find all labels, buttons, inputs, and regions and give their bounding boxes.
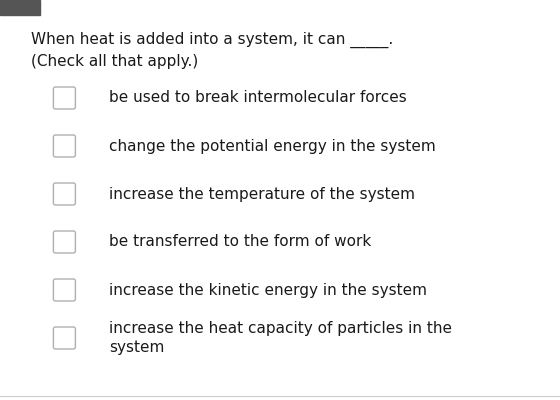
FancyBboxPatch shape bbox=[53, 135, 76, 157]
Text: When heat is added into a system, it can _____.: When heat is added into a system, it can… bbox=[31, 32, 393, 48]
Text: increase the heat capacity of particles in the
system: increase the heat capacity of particles … bbox=[109, 321, 452, 355]
FancyBboxPatch shape bbox=[53, 231, 76, 253]
Text: (Check all that apply.): (Check all that apply.) bbox=[31, 54, 198, 69]
Text: change the potential energy in the system: change the potential energy in the syste… bbox=[109, 138, 436, 154]
FancyBboxPatch shape bbox=[53, 279, 76, 301]
FancyBboxPatch shape bbox=[53, 327, 76, 349]
Bar bbox=[0, 0, 40, 15]
FancyBboxPatch shape bbox=[53, 87, 76, 109]
FancyBboxPatch shape bbox=[53, 183, 76, 205]
Text: increase the kinetic energy in the system: increase the kinetic energy in the syste… bbox=[109, 282, 427, 298]
Text: increase the temperature of the system: increase the temperature of the system bbox=[109, 186, 415, 202]
Text: be transferred to the form of work: be transferred to the form of work bbox=[109, 234, 371, 250]
Text: be used to break intermolecular forces: be used to break intermolecular forces bbox=[109, 90, 407, 106]
